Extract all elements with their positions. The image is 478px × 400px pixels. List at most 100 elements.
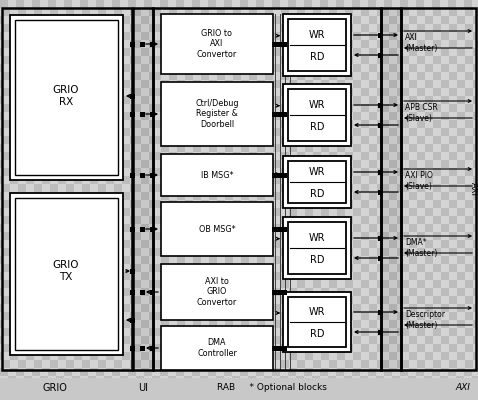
Bar (10, 224, 18, 232)
Bar (248, 40, 256, 48)
Bar (417, 72, 425, 80)
Bar (104, 168, 112, 176)
Bar (288, 222, 346, 274)
Bar (313, 296, 321, 304)
Bar (185, 216, 193, 224)
Bar (144, 96, 152, 104)
Bar (120, 264, 128, 272)
Bar (130, 104, 132, 112)
Bar (0, 32, 8, 40)
Bar (328, 264, 336, 272)
Bar (297, 280, 305, 288)
Bar (273, 208, 281, 216)
Bar (273, 272, 281, 280)
Bar (281, 312, 289, 320)
Bar (18, 232, 26, 240)
Bar (233, 360, 241, 368)
Bar (440, 280, 448, 288)
Bar (50, 24, 58, 32)
Bar (18, 72, 26, 80)
Bar (217, 72, 225, 80)
Bar (48, 336, 56, 344)
Bar (257, 144, 265, 152)
Bar (297, 360, 305, 368)
Bar (24, 216, 32, 224)
Bar (160, 208, 168, 216)
Bar (381, 280, 389, 288)
Bar (297, 24, 305, 32)
Bar (176, 32, 184, 40)
Bar (130, 200, 132, 208)
Bar (209, 368, 217, 370)
Bar (141, 192, 149, 200)
Bar (336, 240, 344, 248)
Bar (432, 16, 440, 24)
Bar (433, 24, 441, 32)
Bar (209, 336, 217, 344)
Bar (169, 312, 177, 320)
Bar (281, 72, 289, 80)
Bar (304, 128, 312, 136)
Bar (56, 40, 64, 48)
Bar (344, 168, 352, 176)
Bar (184, 312, 192, 320)
Bar (352, 64, 360, 72)
Bar (456, 136, 464, 144)
Bar (376, 168, 384, 176)
Bar (425, 80, 433, 88)
Bar (122, 32, 130, 40)
Bar (344, 152, 352, 160)
Bar (464, 288, 472, 296)
Bar (465, 296, 473, 304)
Bar (128, 304, 136, 312)
Bar (305, 224, 313, 232)
Bar (345, 296, 353, 304)
Bar (201, 360, 209, 368)
Bar (88, 24, 96, 32)
Bar (400, 288, 408, 296)
Bar (457, 368, 465, 370)
Bar (441, 208, 449, 216)
Bar (184, 72, 192, 80)
Bar (96, 192, 104, 200)
Bar (232, 8, 240, 16)
Bar (361, 296, 369, 304)
Bar (98, 328, 106, 336)
Bar (281, 280, 289, 288)
Bar (151, 42, 155, 46)
Bar (256, 272, 264, 280)
Bar (149, 56, 153, 64)
Bar (288, 128, 296, 136)
Bar (256, 64, 264, 72)
Bar (273, 224, 281, 232)
Bar (216, 248, 224, 256)
Bar (282, 290, 287, 294)
Bar (201, 312, 209, 320)
Bar (241, 128, 249, 136)
Bar (241, 304, 249, 312)
Bar (225, 64, 233, 72)
Bar (177, 176, 185, 184)
Bar (74, 16, 82, 24)
Bar (361, 264, 369, 272)
Bar (152, 8, 160, 16)
Bar (217, 248, 225, 256)
Bar (26, 256, 34, 264)
Bar (177, 336, 185, 344)
Bar (56, 360, 64, 368)
Bar (122, 272, 130, 280)
Bar (304, 32, 312, 40)
Bar (225, 48, 233, 56)
Bar (425, 160, 433, 168)
Bar (360, 344, 368, 352)
Bar (224, 352, 232, 360)
Bar (72, 264, 80, 272)
Bar (352, 336, 360, 344)
Bar (177, 288, 185, 296)
Bar (66, 168, 74, 176)
Bar (297, 136, 305, 144)
Bar (112, 192, 120, 200)
Bar (168, 24, 176, 32)
Bar (425, 208, 433, 216)
Bar (88, 200, 96, 208)
